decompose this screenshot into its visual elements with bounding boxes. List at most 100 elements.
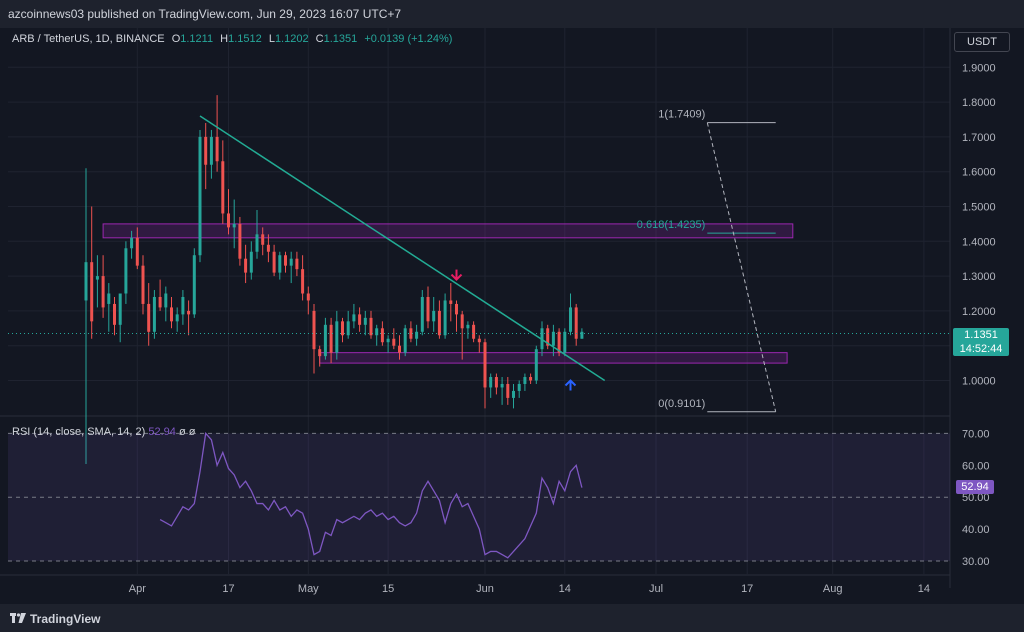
candle xyxy=(500,377,504,405)
rsi-tick-label: 70.00 xyxy=(962,428,990,440)
candle xyxy=(534,345,538,384)
low-value: 1.1202 xyxy=(274,33,309,45)
symbol-legend: ARB / TetherUS, 1D, BINANCE O1.1211 H1.1… xyxy=(12,33,452,45)
candle-body xyxy=(512,390,515,398)
candle xyxy=(563,328,567,357)
candle xyxy=(209,129,213,179)
candle xyxy=(289,251,293,284)
sell-arrow-head xyxy=(450,273,463,281)
candle xyxy=(363,310,367,336)
candle-body xyxy=(569,307,572,332)
candle-body xyxy=(369,317,373,336)
price-tick-label: 1.0000 xyxy=(962,376,996,388)
candle xyxy=(432,296,436,332)
candle xyxy=(506,377,510,405)
tradingview-logo-icon xyxy=(10,613,26,623)
candle xyxy=(301,255,305,301)
rsi-tick-label: 40.00 xyxy=(962,524,990,536)
candle xyxy=(90,206,94,339)
candle-body xyxy=(301,269,305,294)
candle xyxy=(335,310,339,360)
candle-body xyxy=(375,328,379,336)
candle-body xyxy=(221,161,225,214)
candle-body xyxy=(130,237,134,249)
candle xyxy=(261,227,265,256)
candle xyxy=(306,286,310,315)
candle-body xyxy=(272,251,276,273)
candle-body xyxy=(506,383,510,398)
time-tick-label: Jul xyxy=(649,583,663,595)
candle xyxy=(152,290,156,339)
candle xyxy=(392,328,396,350)
candle-body xyxy=(358,314,362,325)
candle xyxy=(204,122,208,190)
candle xyxy=(141,255,145,315)
last-price-tag: 1.1351 14:52:44 xyxy=(953,328,1009,356)
candle xyxy=(284,251,287,273)
candle-body xyxy=(306,293,310,301)
price-tick-label: 1.8000 xyxy=(962,97,996,109)
candle-body xyxy=(215,136,219,162)
candle-body xyxy=(392,338,396,346)
candle-body xyxy=(164,293,168,308)
candle-body xyxy=(113,303,116,325)
currency-selector[interactable]: USDT xyxy=(954,32,1010,52)
candle-body xyxy=(335,321,339,353)
price-tick-label: 1.6000 xyxy=(962,167,996,179)
footer: TradingView xyxy=(0,604,1024,632)
candle xyxy=(238,216,242,266)
candle xyxy=(529,373,533,384)
candle xyxy=(84,168,88,465)
candle-body xyxy=(118,293,122,325)
candle xyxy=(158,279,162,311)
candle-body xyxy=(187,310,191,315)
candle xyxy=(232,199,236,249)
candle xyxy=(272,244,276,277)
price-tick-label: 1.4000 xyxy=(962,236,996,248)
open-value: 1.1211 xyxy=(180,33,214,45)
candle-body xyxy=(175,314,179,322)
candle xyxy=(352,303,356,329)
candle xyxy=(460,310,464,360)
candle xyxy=(403,324,407,357)
candle-body xyxy=(238,223,242,259)
candle-body xyxy=(386,338,390,343)
candle-body xyxy=(352,314,356,322)
candle-body xyxy=(346,321,350,336)
candle xyxy=(398,335,401,360)
candle xyxy=(107,283,111,332)
candle xyxy=(198,129,202,263)
candle-body xyxy=(141,265,145,304)
candle-body xyxy=(574,307,578,339)
candle xyxy=(118,293,122,343)
candle xyxy=(147,283,151,346)
candle xyxy=(420,290,424,336)
candle-body xyxy=(500,383,504,388)
candle xyxy=(569,293,572,336)
resistance-zone xyxy=(102,223,794,239)
trendline xyxy=(199,115,606,382)
candle-body xyxy=(295,258,299,270)
publisher-header: azcoinnews03 published on TradingView.co… xyxy=(0,0,1024,28)
candle xyxy=(221,140,225,224)
candle-body xyxy=(415,331,419,339)
candle-body xyxy=(580,331,584,339)
footer-brand: TradingView xyxy=(30,612,101,626)
candle-body xyxy=(312,310,316,350)
candle-body xyxy=(158,296,162,308)
candle-body xyxy=(534,349,538,381)
candle-body xyxy=(489,377,493,388)
candle xyxy=(483,338,487,409)
rsi-price-tag: 52.94 xyxy=(956,480,994,494)
candle-body xyxy=(341,321,344,336)
candle-body xyxy=(517,383,521,391)
candle-body xyxy=(472,324,476,339)
candle-body xyxy=(227,213,230,228)
candle-body xyxy=(466,324,470,329)
candle xyxy=(113,296,116,336)
candle xyxy=(551,324,555,357)
candle-body xyxy=(403,328,407,353)
candle-body xyxy=(557,331,561,353)
rsi-tick-label: 50.00 xyxy=(962,492,990,504)
